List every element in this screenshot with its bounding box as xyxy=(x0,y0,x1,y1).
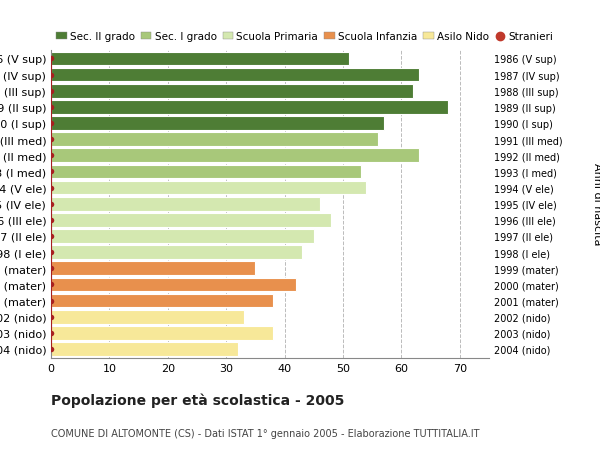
Bar xyxy=(51,165,361,179)
Bar xyxy=(51,52,349,66)
Bar xyxy=(51,181,367,195)
Bar xyxy=(51,342,238,356)
Bar xyxy=(51,230,314,243)
Legend: Sec. II grado, Sec. I grado, Scuola Primaria, Scuola Infanzia, Asilo Nido, Stran: Sec. II grado, Sec. I grado, Scuola Prim… xyxy=(56,32,554,42)
Bar xyxy=(51,197,320,211)
Bar xyxy=(51,294,273,308)
Bar xyxy=(51,262,256,275)
Text: Anni di nascita: Anni di nascita xyxy=(592,163,600,246)
Bar xyxy=(51,117,384,131)
Bar xyxy=(51,85,413,98)
Text: Popolazione per età scolastica - 2005: Popolazione per età scolastica - 2005 xyxy=(51,392,344,407)
Bar xyxy=(51,246,302,259)
Bar xyxy=(51,101,448,114)
Bar xyxy=(51,149,419,163)
Bar xyxy=(51,68,419,82)
Bar xyxy=(51,326,273,340)
Text: COMUNE DI ALTOMONTE (CS) - Dati ISTAT 1° gennaio 2005 - Elaborazione TUTTITALIA.: COMUNE DI ALTOMONTE (CS) - Dati ISTAT 1°… xyxy=(51,428,479,438)
Bar xyxy=(51,133,378,147)
Bar xyxy=(51,310,244,324)
Bar xyxy=(51,213,331,227)
Bar xyxy=(51,278,296,291)
